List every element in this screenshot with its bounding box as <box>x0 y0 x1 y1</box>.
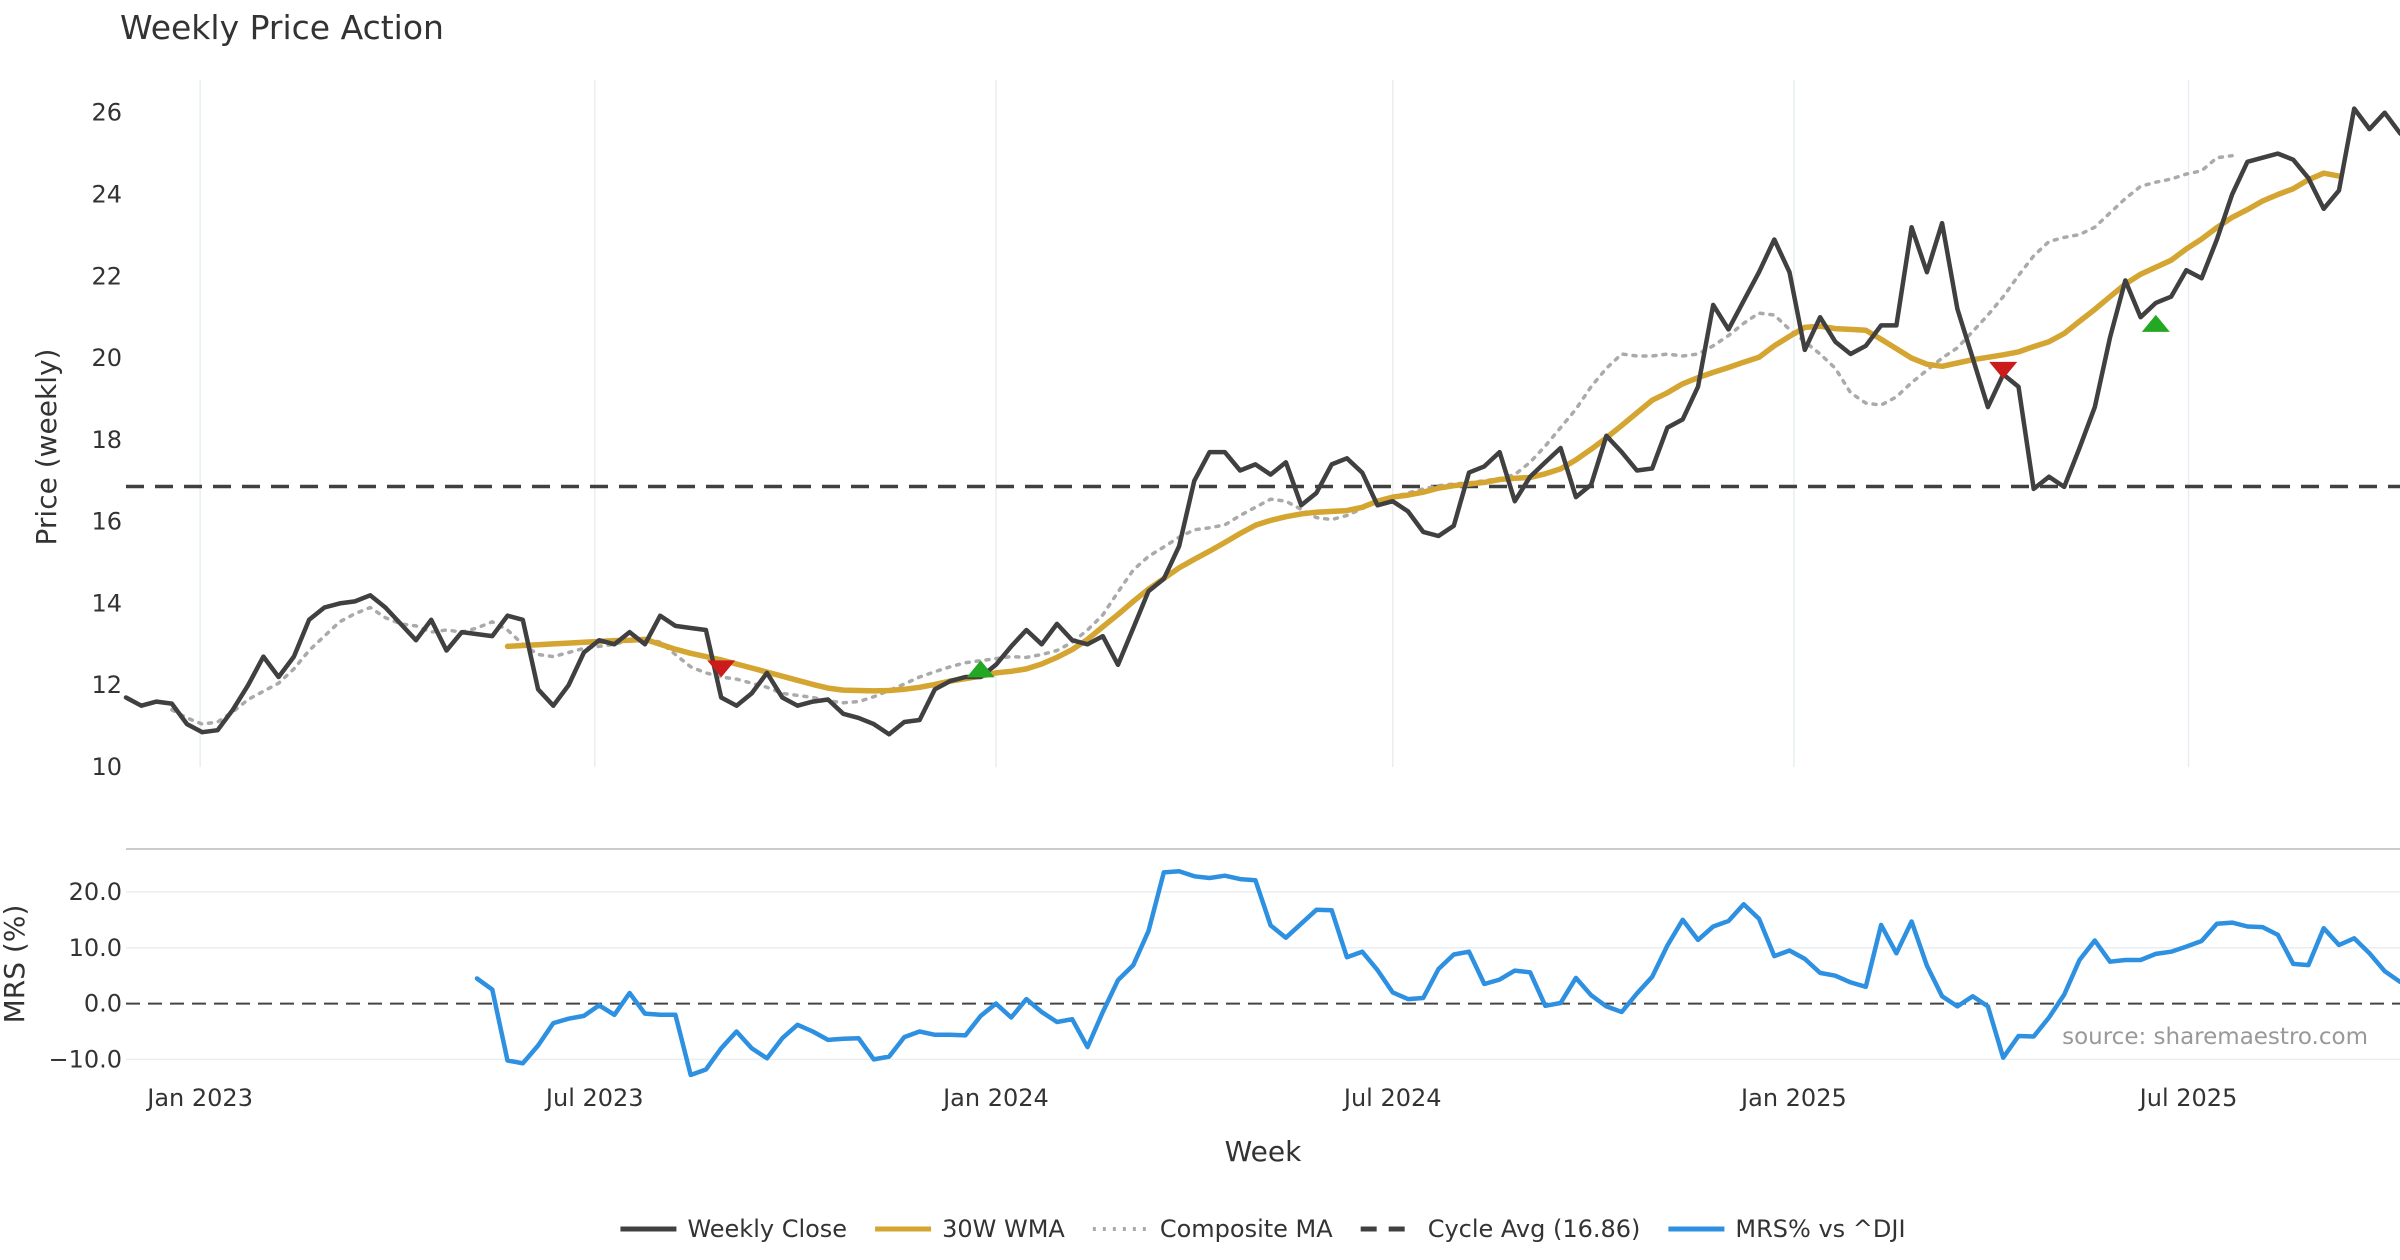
price-y-tick-3: 16 <box>91 508 122 536</box>
price-y-tick-labels: 10 12 14 16 18 20 22 24 26 <box>91 99 122 781</box>
mrs-y-tick-1: 10.0 <box>69 934 122 962</box>
mrs-y-tick-2: 0.0 <box>84 990 122 1018</box>
mrs-y-tick-0: 20.0 <box>69 878 122 906</box>
buy-signal-marker-1 <box>966 660 995 678</box>
price-y-tick-0: 10 <box>91 753 122 781</box>
legend-label-1: 30W WMA <box>942 1215 1065 1243</box>
weekly-close-line <box>123 106 2400 737</box>
price-y-tick-6: 22 <box>91 262 122 290</box>
price-y-axis-label: Price (weekly) <box>30 349 63 546</box>
sell-signal-marker-0 <box>707 660 736 678</box>
price-series-lines <box>123 106 2400 737</box>
x-tick-2: Jan 2024 <box>941 1084 1049 1112</box>
mrs-y-tick-3: −10.0 <box>48 1045 122 1073</box>
source-note: source: sharemaestro.com <box>2062 1024 2368 1050</box>
signal-markers <box>707 314 2170 678</box>
composite-ma-line <box>170 153 2234 726</box>
price-y-tick-1: 12 <box>91 671 122 699</box>
x-tick-labels: Jan 2023 Jul 2023 Jan 2024 Jul 2024 Jan 2025… <box>145 1084 2237 1112</box>
legend-label-4: MRS% vs ^DJI <box>1735 1215 1905 1243</box>
x-tick-4: Jan 2025 <box>1739 1084 1847 1112</box>
buy-signal-marker-3 <box>2141 314 2170 332</box>
legend-label-3: Cycle Avg (16.86) <box>1428 1215 1641 1243</box>
price-y-tick-2: 14 <box>91 589 122 617</box>
legend-label-0: Weekly Close <box>687 1215 847 1243</box>
price-y-tick-8: 26 <box>91 99 122 127</box>
mrs-y-axis-label: MRS (%) <box>0 905 31 1024</box>
legend: Weekly Close 30W WMA Composite MA Cycle Avg… <box>620 1215 1906 1243</box>
x-tick-0: Jan 2023 <box>145 1084 253 1112</box>
wma-30w-line <box>504 170 2342 694</box>
x-tick-3: Jul 2024 <box>1342 1084 1442 1112</box>
price-panel-gridlines <box>199 80 2190 767</box>
mrs-y-tick-labels: 20.0 10.0 0.0 −10.0 <box>48 878 122 1073</box>
x-tick-1: Jul 2023 <box>544 1084 644 1112</box>
mrs-panel-gridlines <box>126 891 2400 1061</box>
mrs-line-0 <box>474 869 2400 1078</box>
legend-label-2: Composite MA <box>1160 1215 1333 1243</box>
price-y-tick-5: 20 <box>91 344 122 372</box>
x-tick-5: Jul 2025 <box>2138 1084 2238 1112</box>
sell-signal-marker-2 <box>1989 361 2018 379</box>
chart-title: Weekly Price Action <box>120 8 444 47</box>
mrs-series-line <box>474 869 2400 1078</box>
price-y-tick-7: 24 <box>91 181 122 209</box>
price-y-tick-4: 18 <box>91 426 122 454</box>
x-axis-label: Week <box>1225 1135 1302 1168</box>
